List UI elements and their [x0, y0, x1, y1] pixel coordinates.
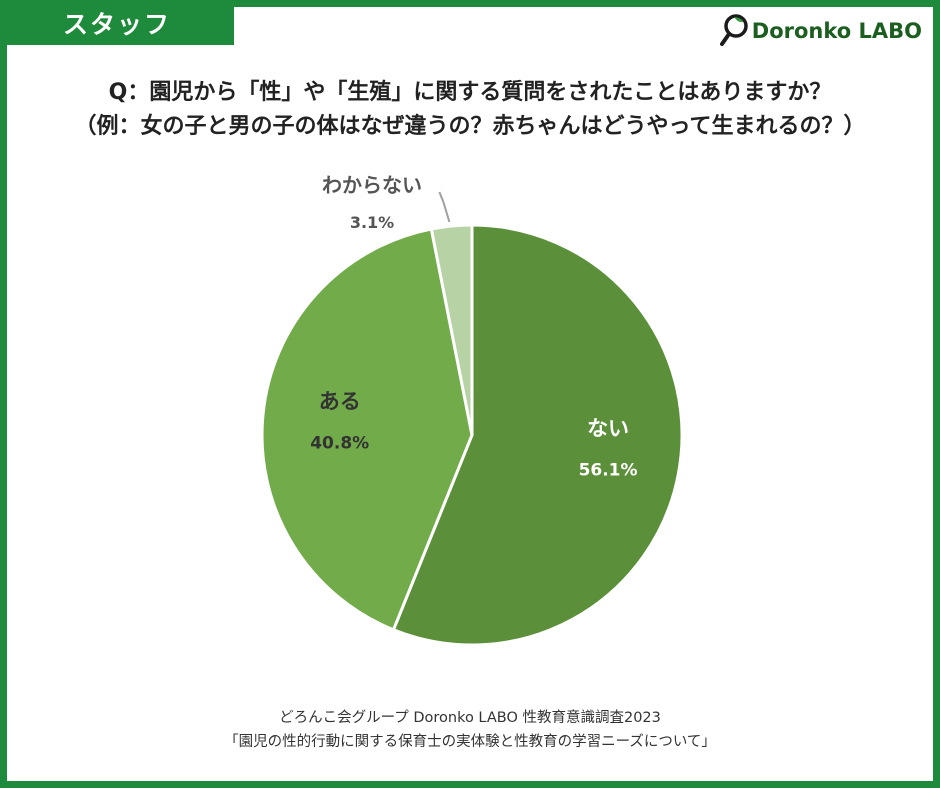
- question-line-1: Q：園児から「性」や「生殖」に関する質問をされたことはありますか？: [108, 80, 832, 105]
- slice-value-2: 3.1%: [350, 213, 394, 232]
- logo-text: Doronko LABO: [751, 19, 922, 43]
- slice-value-0: 56.1%: [579, 460, 638, 480]
- slice-label-1: ある: [319, 389, 361, 413]
- pie-slice-1: [260, 227, 474, 632]
- leader-line: [438, 191, 451, 223]
- magnifier-logo-icon: [719, 14, 748, 46]
- respondent-tag-label: スタッフ: [62, 9, 171, 39]
- slice-label-2: わからない: [322, 173, 422, 197]
- question-block: Q：園児から「性」や「生殖」に関する質問をされたことはありますか？ （例：女の子…: [0, 76, 940, 144]
- slice-value-1: 40.8%: [310, 433, 369, 453]
- question-line-2: （例：女の子と男の子の体はなぜ違うの？赤ちゃんはどうやって生まれるの？）: [74, 114, 866, 139]
- source-block: どろんこ会グループ Doronko LABO 性教育意識調査2023 「園児の性…: [0, 706, 940, 754]
- doronko-labo-logo: Doronko LABO: [719, 10, 922, 52]
- source-line-1: どろんこ会グループ Doronko LABO 性教育意識調査2023: [279, 710, 661, 726]
- respondent-tag: スタッフ: [0, 0, 234, 45]
- pie-chart: ない 56.1% ある 40.8% わからない 3.1%: [260, 173, 684, 647]
- pie-slice-0: [391, 223, 684, 647]
- slice-label-0: ない: [587, 416, 629, 440]
- pie-slice-2: [429, 223, 474, 436]
- source-line-2: 「園児の性的行動に関する保育士の実体験と性教育の学習ニーズについて」: [224, 734, 716, 750]
